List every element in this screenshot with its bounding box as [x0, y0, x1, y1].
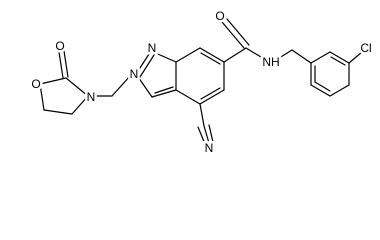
bond [199, 47, 225, 63]
bond [135, 50, 152, 75]
bond [150, 50, 177, 63]
bond [135, 73, 153, 98]
bond [151, 89, 177, 98]
bond [65, 77, 89, 97]
bond [200, 87, 221, 100]
bond [310, 51, 331, 64]
atom-label: O [55, 39, 64, 53]
bond [58, 51, 64, 79]
bond [197, 126, 206, 145]
bond [175, 89, 201, 105]
bond [200, 52, 221, 65]
bond [275, 49, 293, 61]
bond [348, 51, 363, 64]
atom-label: O [215, 9, 224, 23]
atom-label: N [130, 67, 139, 81]
bond [199, 89, 225, 105]
bond [310, 84, 331, 97]
bond [208, 124, 214, 143]
bond [199, 103, 205, 127]
atom-labels: O O N N N N O NH Cl [29, 7, 374, 158]
atom-label: O [31, 77, 40, 91]
bond [221, 21, 245, 49]
bond [226, 18, 250, 46]
bond [43, 109, 73, 115]
bonds [39, 18, 363, 145]
molecule: O O N N N N O NH Cl [29, 7, 374, 158]
bond [63, 50, 69, 78]
bond [175, 47, 201, 63]
bond [39, 77, 67, 85]
bond [139, 54, 155, 78]
atom-label: Cl [360, 41, 371, 55]
bond [203, 125, 210, 144]
atom-label: NH [262, 55, 279, 69]
bond [291, 49, 312, 64]
atom-label: N [87, 90, 96, 104]
atom-label: N [205, 141, 214, 155]
bond [330, 56, 346, 66]
bond [223, 47, 247, 63]
bond [245, 47, 267, 61]
bond [39, 83, 45, 111]
page: {"atoms": ["O", "O", "N", "N", "N", "N",… [29, 7, 374, 158]
atom-label: N [148, 41, 157, 55]
bond [71, 95, 89, 115]
bond [154, 86, 174, 94]
bond [329, 84, 350, 97]
bond [329, 51, 350, 64]
bond [111, 75, 131, 97]
bond [314, 81, 331, 92]
